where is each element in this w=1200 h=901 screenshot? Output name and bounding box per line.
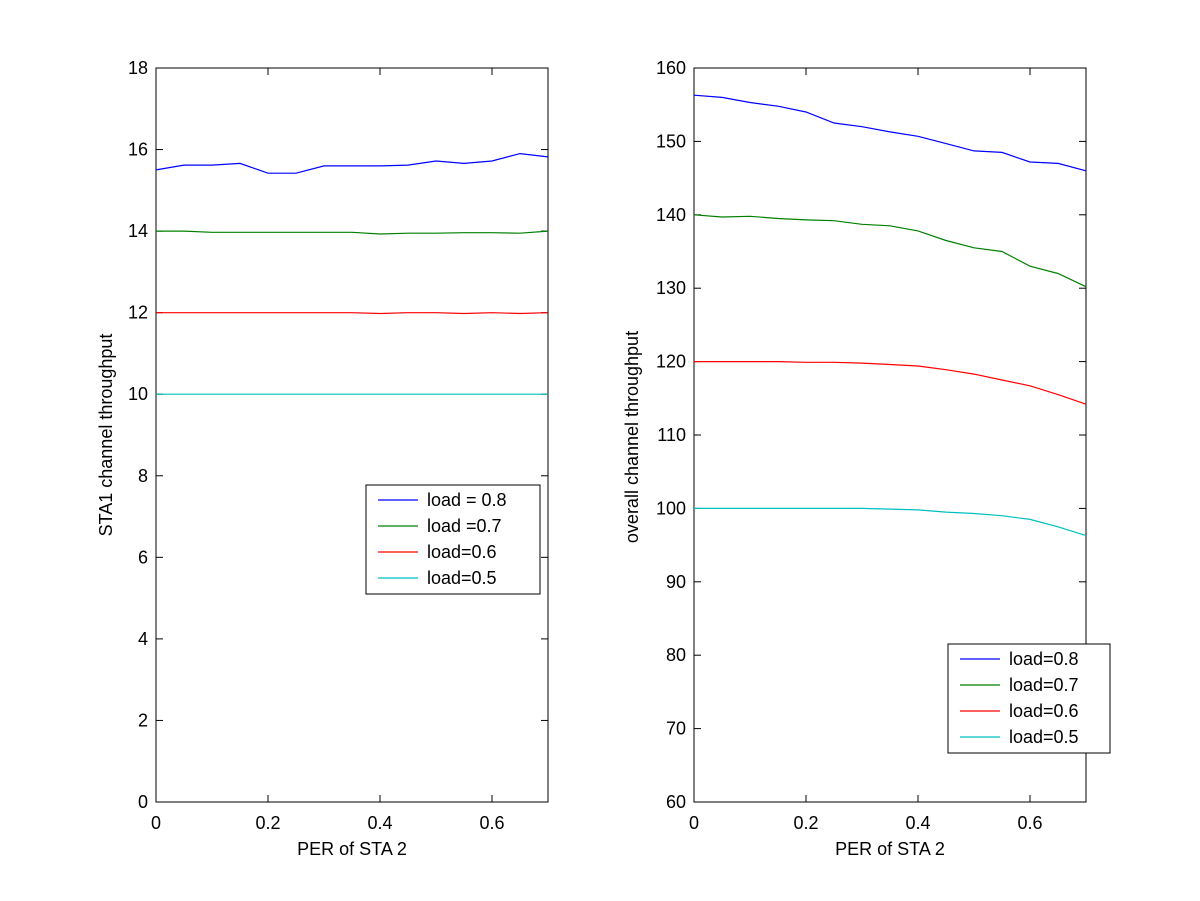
overall-series-line-1 [693,94,1087,172]
sta1-x-tick-label: 0.6 [479,813,504,833]
overall-legend-label: load=0.8 [1009,649,1079,669]
sta1-x-axis-label: PER of STA 2 [297,839,407,859]
overall-throughput-chart: 0 0.2 0.4 0.660708090100110120130140150160 … [622,58,1111,859]
sta1-ticks: 0 0.2 0.4 0.6 0 2 4 6 8 10 12 14 16 18 [128,58,548,833]
sta1-y-tick-label: 2 [138,710,148,730]
overall-ticks: 0 0.2 0.4 0.6 60 70 80 90 100 110 120 130 140 150 160 [656,58,1086,833]
sta1-series-line-3 [156,312,549,315]
overall-x-tick-label: 0 [689,813,699,833]
sta1-x-tick-label: 0 [151,813,161,833]
overall-y-tick-label: 110 [657,425,686,445]
overall-y-tick-label: 80 [666,645,686,665]
sta1-y-tick-label: 12 [128,303,148,323]
overall-x-tick-label: 0.2 [793,813,818,833]
overall-series-line-2 [693,214,1087,288]
sta1-series-line-2 [156,230,549,235]
sta1-y-tick-label: 0 [138,792,148,812]
overall-x-axis-label: PER of STA 2 [835,839,945,859]
overall-y-tick-label: 70 [666,719,686,739]
sta1-x-tick-label: 0.4 [367,813,392,833]
overall-y-tick-label: 100 [656,498,686,518]
sta1-series-line-1 [155,152,549,174]
sta1-legend-label: load = 0.8 [427,490,507,510]
sta1-legend-label: load=0.5 [427,568,497,588]
sta1-legend-label: load =0.7 [427,516,502,536]
sta1-y-tick-label: 4 [138,629,148,649]
sta1-y-axis-label: STA1 channel throughput [96,334,116,537]
overall-legend-box [947,643,1111,754]
overall-series-line-3 [694,361,1087,405]
overall-y-tick-label: 90 [666,572,686,592]
overall-y-tick-label: 120 [656,352,686,372]
overall-y-tick-label: 130 [656,278,686,298]
overall-y-tick-label: 140 [656,205,686,225]
sta1-y-tick-label: 18 [128,58,148,78]
sta1-x-tick-label: 0.2 [255,813,280,833]
sta1-series-group [155,152,549,395]
overall-y-tick-label: 60 [666,792,686,812]
sta1-plot-area [155,67,549,803]
sta1-y-tick-label: 14 [128,221,148,241]
sta1-y-tick-label: 10 [128,384,148,404]
sta1-y-tick-label: 8 [138,466,148,486]
sta1-y-tick-label: 16 [128,140,148,160]
overall-legend-label: load=0.7 [1009,675,1079,695]
overall-y-tick-label: 160 [656,58,686,78]
overall-series-line-4 [694,507,1087,537]
overall-legend: load=0.8 load=0.7 load=0.6 load=0.5 [947,643,1111,754]
sta1-legend: load = 0.8 load =0.7 load=0.6 load=0.5 [365,484,541,595]
sta1-legend-label: load=0.6 [427,542,497,562]
sta1-throughput-chart: 0 0.2 0.4 0.6 0 2 4 6 8 10 12 14 16 18 PER of STA 2 S… [96,58,549,859]
sta1-legend-box [365,484,541,595]
overall-legend-label: load=0.5 [1009,727,1079,747]
overall-legend-label: load=0.6 [1009,701,1079,721]
overall-x-tick-label: 0.4 [905,813,930,833]
overall-y-axis-label: overall channel throughput [622,331,642,543]
sta1-y-tick-label: 6 [138,547,148,567]
overall-y-tick-label: 150 [656,131,686,151]
overall-series-group [693,94,1087,537]
overall-x-tick-label: 0.6 [1017,813,1042,833]
